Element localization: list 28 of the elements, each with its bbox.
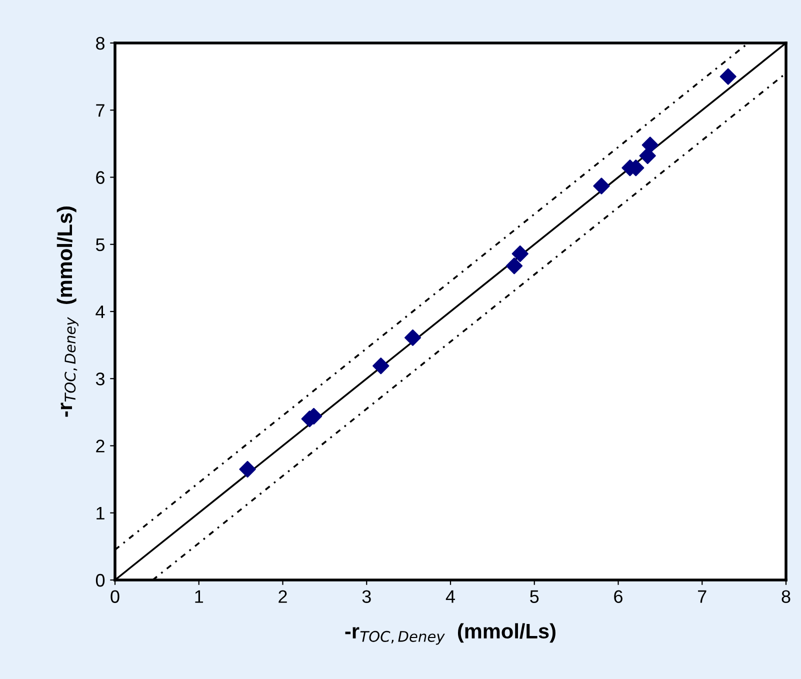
x-tick-label: 1 [195,590,204,603]
y-tick-label: 8 [96,36,104,50]
x-tick-label: 5 [530,590,539,603]
y-axis-title: -r$_{TOC,Deney}$ (mmol/Ls) [56,206,78,417]
x-tick-label: 7 [698,590,706,603]
x-tick-label: 4 [446,590,455,603]
y-tick-label: 6 [96,171,104,184]
x-axis-title: -r$_{TOC,Deney}$ (mmol/Ls) [345,623,556,645]
y-tick-label: 4 [96,306,105,318]
point [372,358,390,374]
y-tick-label: 1 [96,506,104,520]
point [720,68,736,85]
x-tick-label: 8 [782,590,790,603]
x-tick-label: 2 [278,590,287,603]
x-tick-label: 3 [362,590,371,603]
x-tick-label: 0 [110,590,120,603]
y-tick-label: 7 [96,104,104,117]
x-tick-label: 6 [614,590,622,603]
y-tick-label: 3 [96,372,104,386]
y-tick-label: 2 [96,440,104,452]
point [593,178,610,194]
point [506,258,523,274]
point [404,329,422,346]
point [239,460,256,478]
point [512,245,528,262]
point [642,136,658,154]
y-tick-label: 0 [96,574,105,587]
y-tick-label: 5 [96,238,105,252]
